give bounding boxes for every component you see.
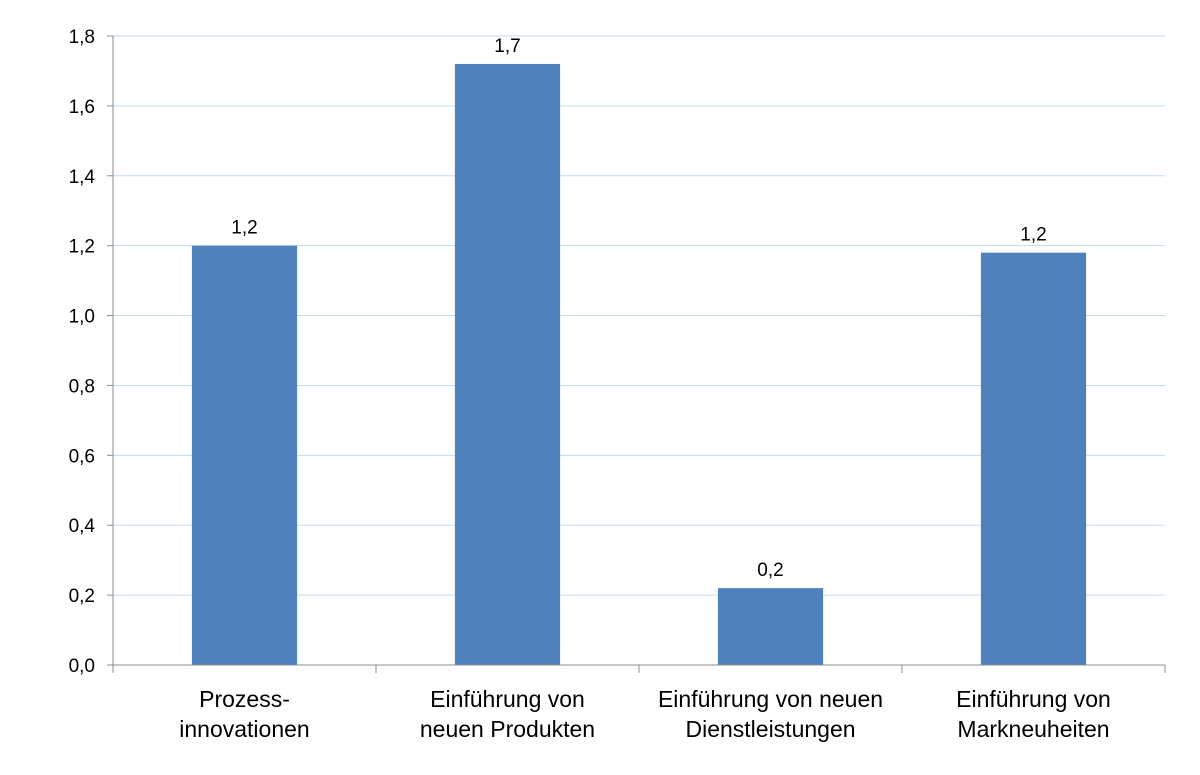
category-label: Einführung von Markneuheiten: [956, 686, 1111, 742]
data-label: 1,7: [494, 36, 520, 57]
category-label-line: Einführung von neuen: [658, 686, 883, 712]
y-tick-label: 0,0: [69, 656, 95, 677]
y-tick-label: 1,8: [69, 27, 95, 48]
category-label-line: Markneuheiten: [957, 716, 1109, 742]
bar: [191, 245, 298, 665]
y-tick-label: 1,2: [69, 237, 95, 258]
y-tick-label: 1,0: [69, 307, 95, 328]
category-label-line: Prozess-: [199, 686, 290, 712]
category-label-line: Einführung von: [430, 686, 585, 712]
y-tick-label: 0,2: [69, 586, 95, 607]
y-tick-label: 1,6: [69, 97, 95, 118]
bar: [454, 63, 561, 665]
data-label: 0,2: [757, 560, 783, 581]
category-label-line: Einführung von: [956, 686, 1111, 712]
category-label-line: Dienstleistungen: [685, 716, 855, 742]
category-label: Einführung von neuen Dienstleistungen: [658, 686, 883, 742]
data-label: 1,2: [1020, 225, 1046, 246]
category-label-line: neuen Produkten: [420, 716, 595, 742]
category-label: Einführung von neuen Produkten: [420, 686, 595, 742]
y-tick-label: 0,4: [69, 516, 96, 537]
data-label: 1,2: [231, 218, 257, 239]
bar: [717, 588, 824, 665]
y-tick-label: 0,6: [69, 446, 95, 467]
category-label: Prozess-innovationen: [179, 686, 309, 742]
y-tick-label: 1,4: [69, 167, 96, 188]
bar: [980, 252, 1087, 665]
y-tick-label: 0,8: [69, 376, 95, 397]
category-label-line: innovationen: [179, 716, 309, 742]
